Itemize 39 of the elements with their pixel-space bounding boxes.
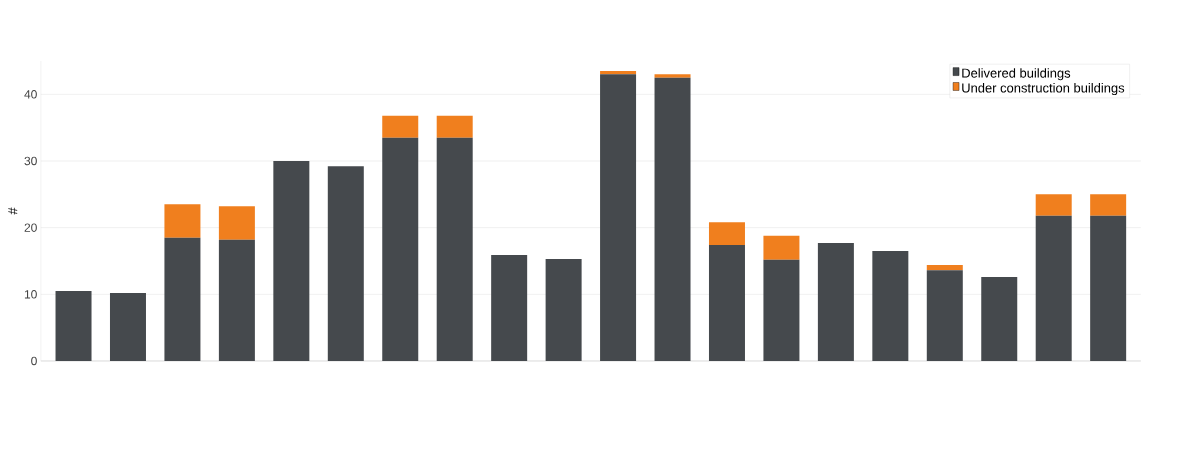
bar — [763, 259, 800, 361]
bar — [164, 237, 201, 361]
bar — [164, 204, 201, 238]
y-tick-label: 40 — [24, 90, 37, 99]
y-axis-title: # — [8, 207, 18, 215]
legend-label: Under construction buildings — [962, 83, 1125, 96]
bar — [491, 254, 528, 361]
bar — [1035, 215, 1072, 361]
bar — [763, 235, 800, 260]
bar — [55, 290, 92, 361]
bar — [654, 77, 691, 361]
bar — [436, 137, 473, 361]
bar — [926, 270, 963, 361]
bar — [327, 166, 364, 361]
bar — [600, 70, 637, 75]
bar — [1035, 194, 1072, 216]
bar — [708, 222, 745, 245]
legend-label: Delivered buildings — [962, 68, 1071, 81]
y-tick-label: 30 — [24, 156, 37, 166]
bar — [436, 115, 473, 138]
bar — [382, 137, 419, 361]
y-tick-label: 10 — [24, 290, 37, 299]
bar — [109, 292, 146, 361]
bar — [1090, 215, 1127, 361]
bar — [273, 160, 310, 361]
bar — [218, 206, 255, 240]
bar — [218, 239, 255, 361]
bar — [981, 276, 1018, 361]
y-tick-label: 20 — [24, 223, 37, 232]
y-tick-label: 0 — [31, 356, 37, 366]
bar — [872, 250, 909, 361]
bar — [545, 258, 582, 361]
bar — [382, 115, 419, 138]
bar — [926, 264, 963, 271]
bar — [600, 74, 637, 361]
bar — [708, 244, 745, 361]
bar — [1090, 194, 1127, 216]
bar — [654, 74, 691, 78]
bar — [817, 242, 854, 361]
